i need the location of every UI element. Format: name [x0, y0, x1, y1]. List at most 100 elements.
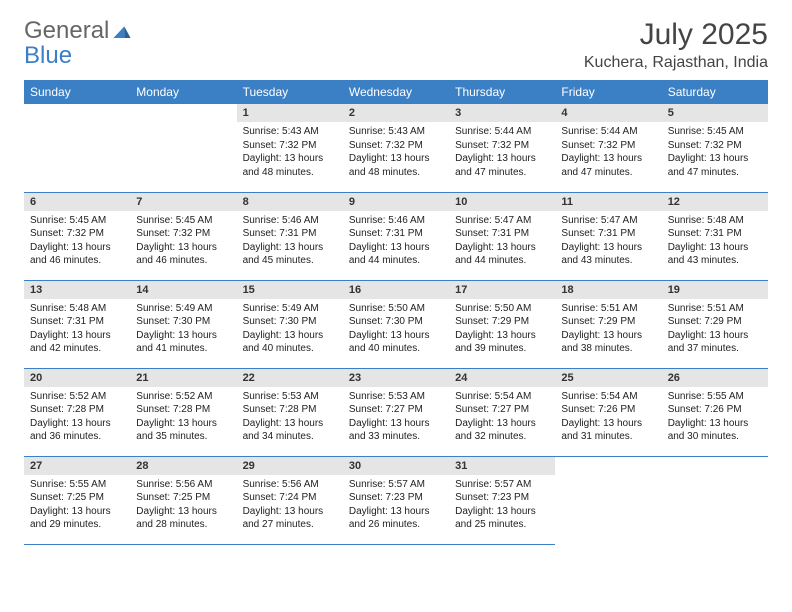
sunset-line: Sunset: 7:32 PM: [136, 227, 230, 241]
sunrise-line: Sunrise: 5:44 AM: [561, 125, 655, 139]
day-content: Sunrise: 5:47 AMSunset: 7:31 PMDaylight:…: [449, 211, 555, 271]
day-number: 4: [555, 104, 661, 122]
location: Kuchera, Rajasthan, India: [584, 54, 768, 72]
day-number: 27: [24, 457, 130, 475]
sunrise-line: Sunrise: 5:50 AM: [349, 302, 443, 316]
sunrise-line: Sunrise: 5:49 AM: [136, 302, 230, 316]
sunrise-line: Sunrise: 5:48 AM: [30, 302, 124, 316]
sunrise-line: Sunrise: 5:45 AM: [668, 125, 762, 139]
day-number: 30: [343, 457, 449, 475]
day-number: 23: [343, 369, 449, 387]
sunset-line: Sunset: 7:32 PM: [668, 139, 762, 153]
day-number: 18: [555, 281, 661, 299]
sunrise-line: Sunrise: 5:47 AM: [561, 214, 655, 228]
day-content: Sunrise: 5:50 AMSunset: 7:29 PMDaylight:…: [449, 299, 555, 359]
sunrise-line: Sunrise: 5:57 AM: [349, 478, 443, 492]
header: GeneralBlue July 2025 Kuchera, Rajasthan…: [24, 18, 768, 72]
day-content: Sunrise: 5:44 AMSunset: 7:32 PMDaylight:…: [555, 122, 661, 182]
sunrise-line: Sunrise: 5:56 AM: [136, 478, 230, 492]
sunset-line: Sunset: 7:23 PM: [349, 491, 443, 505]
day-content: Sunrise: 5:46 AMSunset: 7:31 PMDaylight:…: [343, 211, 449, 271]
day-number: 5: [662, 104, 768, 122]
sunrise-line: Sunrise: 5:46 AM: [349, 214, 443, 228]
daylight-line: Daylight: 13 hours and 29 minutes.: [30, 505, 124, 532]
sunrise-line: Sunrise: 5:51 AM: [668, 302, 762, 316]
sunset-line: Sunset: 7:32 PM: [455, 139, 549, 153]
calendar-day-cell: 13Sunrise: 5:48 AMSunset: 7:31 PMDayligh…: [24, 280, 130, 368]
sunrise-line: Sunrise: 5:45 AM: [30, 214, 124, 228]
calendar-day-cell: 14Sunrise: 5:49 AMSunset: 7:30 PMDayligh…: [130, 280, 236, 368]
day-content: Sunrise: 5:45 AMSunset: 7:32 PMDaylight:…: [130, 211, 236, 271]
sunset-line: Sunset: 7:29 PM: [561, 315, 655, 329]
calendar-day-cell: 11Sunrise: 5:47 AMSunset: 7:31 PMDayligh…: [555, 192, 661, 280]
sunrise-line: Sunrise: 5:45 AM: [136, 214, 230, 228]
calendar-day-cell: 24Sunrise: 5:54 AMSunset: 7:27 PMDayligh…: [449, 368, 555, 456]
daylight-line: Daylight: 13 hours and 47 minutes.: [455, 152, 549, 179]
day-number: 2: [343, 104, 449, 122]
daylight-line: Daylight: 13 hours and 40 minutes.: [243, 329, 337, 356]
sunset-line: Sunset: 7:29 PM: [455, 315, 549, 329]
calendar-day-cell: 22Sunrise: 5:53 AMSunset: 7:28 PMDayligh…: [237, 368, 343, 456]
calendar-row: 6Sunrise: 5:45 AMSunset: 7:32 PMDaylight…: [24, 192, 768, 280]
day-number: 21: [130, 369, 236, 387]
day-number: 12: [662, 193, 768, 211]
day-content: Sunrise: 5:48 AMSunset: 7:31 PMDaylight:…: [662, 211, 768, 271]
calendar-day-cell: 16Sunrise: 5:50 AMSunset: 7:30 PMDayligh…: [343, 280, 449, 368]
calendar-day-cell: 30Sunrise: 5:57 AMSunset: 7:23 PMDayligh…: [343, 456, 449, 544]
day-content: Sunrise: 5:49 AMSunset: 7:30 PMDaylight:…: [237, 299, 343, 359]
calendar-day-cell: 23Sunrise: 5:53 AMSunset: 7:27 PMDayligh…: [343, 368, 449, 456]
day-content: Sunrise: 5:56 AMSunset: 7:25 PMDaylight:…: [130, 475, 236, 535]
sunset-line: Sunset: 7:31 PM: [561, 227, 655, 241]
sunset-line: Sunset: 7:31 PM: [668, 227, 762, 241]
day-content: Sunrise: 5:55 AMSunset: 7:25 PMDaylight:…: [24, 475, 130, 535]
calendar-day-cell: 26Sunrise: 5:55 AMSunset: 7:26 PMDayligh…: [662, 368, 768, 456]
sunset-line: Sunset: 7:27 PM: [349, 403, 443, 417]
calendar-day-cell: 7Sunrise: 5:45 AMSunset: 7:32 PMDaylight…: [130, 192, 236, 280]
sunrise-line: Sunrise: 5:52 AM: [136, 390, 230, 404]
weekday-header: Tuesday: [237, 80, 343, 104]
calendar-day-cell: 1Sunrise: 5:43 AMSunset: 7:32 PMDaylight…: [237, 104, 343, 192]
sunset-line: Sunset: 7:31 PM: [243, 227, 337, 241]
day-content: Sunrise: 5:45 AMSunset: 7:32 PMDaylight:…: [662, 122, 768, 182]
sunset-line: Sunset: 7:24 PM: [243, 491, 337, 505]
calendar-row: 13Sunrise: 5:48 AMSunset: 7:31 PMDayligh…: [24, 280, 768, 368]
daylight-line: Daylight: 13 hours and 46 minutes.: [136, 241, 230, 268]
calendar-day-cell: 9Sunrise: 5:46 AMSunset: 7:31 PMDaylight…: [343, 192, 449, 280]
calendar-day-cell: 5Sunrise: 5:45 AMSunset: 7:32 PMDaylight…: [662, 104, 768, 192]
day-number: 31: [449, 457, 555, 475]
daylight-line: Daylight: 13 hours and 48 minutes.: [349, 152, 443, 179]
logo-text-general: General: [24, 17, 109, 44]
calendar-row: 1Sunrise: 5:43 AMSunset: 7:32 PMDaylight…: [24, 104, 768, 192]
sunrise-line: Sunrise: 5:53 AM: [243, 390, 337, 404]
weekday-header: Saturday: [662, 80, 768, 104]
sunrise-line: Sunrise: 5:44 AM: [455, 125, 549, 139]
calendar-table: Sunday Monday Tuesday Wednesday Thursday…: [24, 80, 768, 545]
day-content: Sunrise: 5:54 AMSunset: 7:27 PMDaylight:…: [449, 387, 555, 447]
day-content: Sunrise: 5:57 AMSunset: 7:23 PMDaylight:…: [449, 475, 555, 535]
day-number: 17: [449, 281, 555, 299]
day-content: Sunrise: 5:43 AMSunset: 7:32 PMDaylight:…: [343, 122, 449, 182]
day-number: 29: [237, 457, 343, 475]
sunrise-line: Sunrise: 5:57 AM: [455, 478, 549, 492]
calendar-day-cell: 2Sunrise: 5:43 AMSunset: 7:32 PMDaylight…: [343, 104, 449, 192]
day-content: Sunrise: 5:50 AMSunset: 7:30 PMDaylight:…: [343, 299, 449, 359]
sunset-line: Sunset: 7:23 PM: [455, 491, 549, 505]
daylight-line: Daylight: 13 hours and 43 minutes.: [668, 241, 762, 268]
day-content: Sunrise: 5:56 AMSunset: 7:24 PMDaylight:…: [237, 475, 343, 535]
sunset-line: Sunset: 7:26 PM: [668, 403, 762, 417]
calendar-empty-cell: [555, 456, 661, 544]
daylight-line: Daylight: 13 hours and 35 minutes.: [136, 417, 230, 444]
daylight-line: Daylight: 13 hours and 33 minutes.: [349, 417, 443, 444]
daylight-line: Daylight: 13 hours and 42 minutes.: [30, 329, 124, 356]
sunset-line: Sunset: 7:30 PM: [243, 315, 337, 329]
calendar-day-cell: 10Sunrise: 5:47 AMSunset: 7:31 PMDayligh…: [449, 192, 555, 280]
daylight-line: Daylight: 13 hours and 43 minutes.: [561, 241, 655, 268]
daylight-line: Daylight: 13 hours and 38 minutes.: [561, 329, 655, 356]
sunset-line: Sunset: 7:32 PM: [30, 227, 124, 241]
sunrise-line: Sunrise: 5:54 AM: [455, 390, 549, 404]
daylight-line: Daylight: 13 hours and 47 minutes.: [668, 152, 762, 179]
day-number: 25: [555, 369, 661, 387]
day-number: 19: [662, 281, 768, 299]
sunrise-line: Sunrise: 5:49 AM: [243, 302, 337, 316]
day-content: Sunrise: 5:52 AMSunset: 7:28 PMDaylight:…: [130, 387, 236, 447]
